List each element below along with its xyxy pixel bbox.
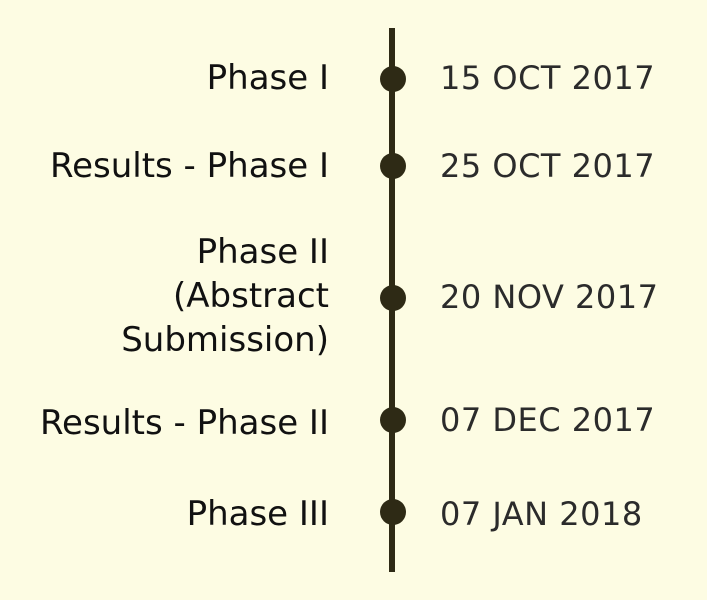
timeline-dot	[380, 285, 406, 311]
event-date: 07 JAN 2018	[440, 495, 643, 533]
event-date: 15 OCT 2017	[440, 59, 656, 97]
event-date: 07 DEC 2017	[440, 401, 656, 439]
event-label: Phase II (Abstract Submission)	[121, 232, 329, 360]
timeline-dot	[380, 66, 406, 92]
event-label: Phase III	[186, 494, 329, 534]
event-label: Results - Phase II	[39, 403, 329, 443]
timeline-dot	[380, 153, 406, 179]
event-label: Phase I	[206, 58, 329, 98]
timeline-dot	[380, 407, 406, 433]
timeline-dot	[380, 499, 406, 525]
event-label: Results - Phase I	[49, 146, 329, 186]
event-date: 20 NOV 2017	[440, 278, 659, 316]
event-date: 25 OCT 2017	[440, 147, 656, 185]
